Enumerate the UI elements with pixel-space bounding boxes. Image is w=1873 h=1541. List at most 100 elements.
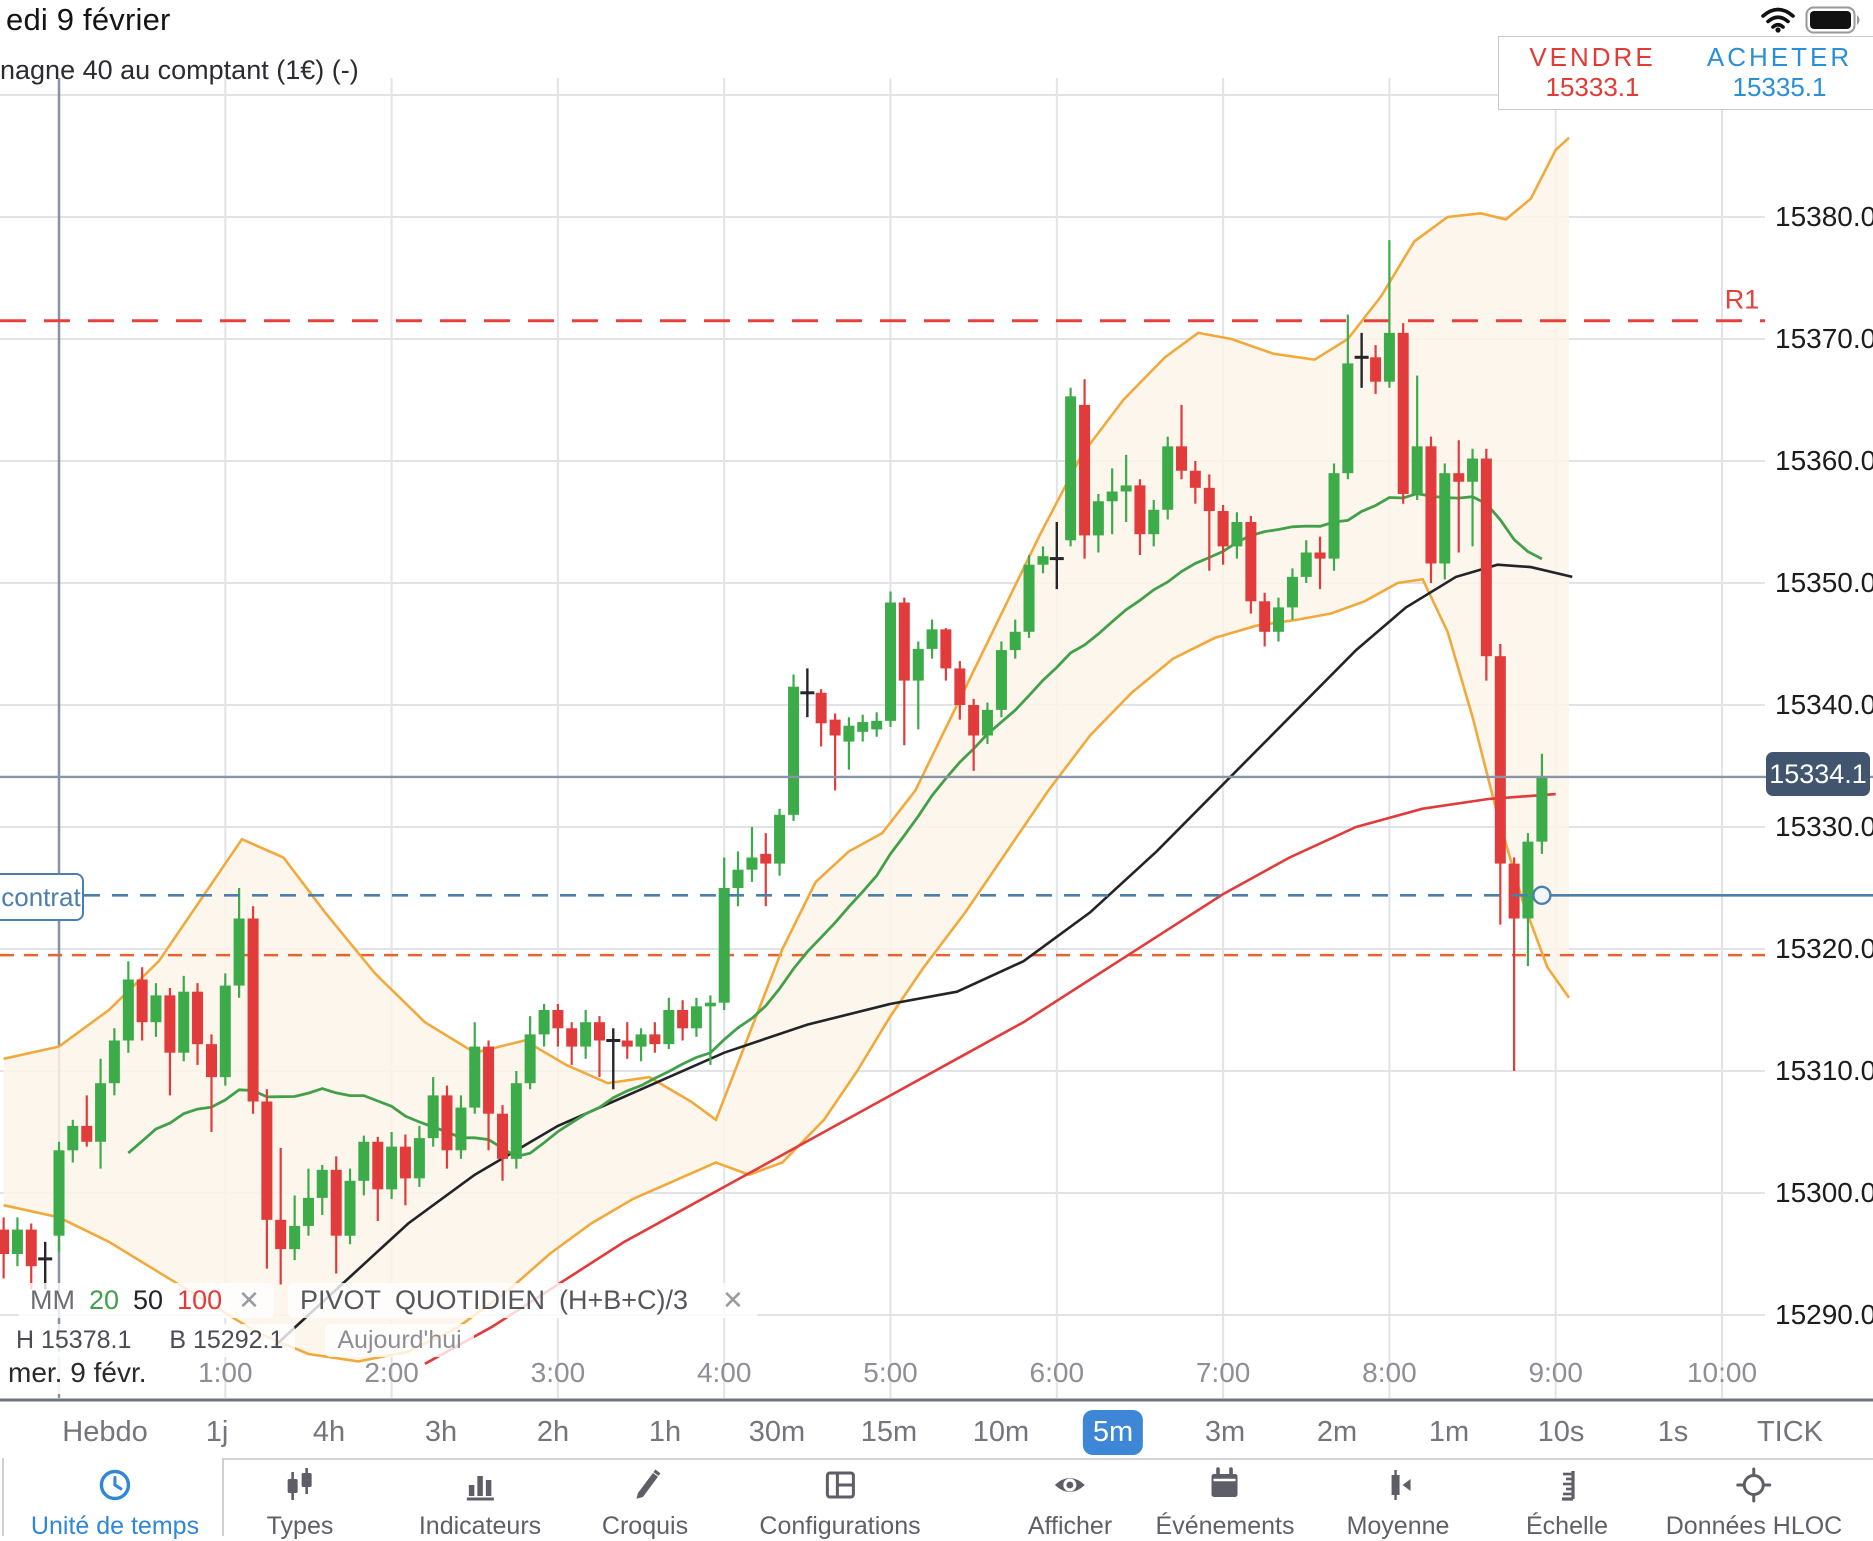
contrat-label: contrat <box>0 873 84 921</box>
toolbar-item-unite-de-temps[interactable]: Unité de temps <box>31 1466 199 1541</box>
pivot-formula: (H+B+C)/3 <box>558 1285 689 1315</box>
r1-label: R1 <box>1725 285 1760 315</box>
price-tick: 15350.0 <box>1775 567 1873 598</box>
price-tick: 15370.0 <box>1775 323 1873 354</box>
day-stats-row: H 15378.1 B 15292.1 Aujourd'hui <box>4 1324 474 1357</box>
buy-label: ACHETER <box>1706 42 1853 73</box>
mm-overlay: MM 20 50 100 ✕ <box>18 1283 274 1318</box>
eye-icon <box>1051 1466 1089 1509</box>
price-tick: 15300.0 <box>1775 1177 1873 1208</box>
toolbar-item-configurations[interactable]: Configurations <box>759 1466 921 1541</box>
timeframe-1j[interactable]: 1j <box>205 1416 229 1448</box>
toolbar-item-echelle[interactable]: Échelle <box>1526 1466 1608 1541</box>
toolbar-label: Croquis <box>601 1512 689 1540</box>
mm-50: 50 <box>133 1285 164 1315</box>
contrat-marker[interactable] <box>1532 885 1552 906</box>
time-tick: 6:00 <box>1030 1357 1085 1388</box>
price-tick: 15340.0 <box>1775 689 1873 720</box>
toolbar-label: Échelle <box>1526 1512 1608 1540</box>
time-tick: 1:00 <box>198 1357 253 1388</box>
mm-20: 20 <box>88 1285 120 1315</box>
toolbar-label: Afficher <box>1027 1512 1113 1540</box>
toolbar-border <box>222 1458 1873 1460</box>
timeframe-2m[interactable]: 2m <box>1316 1416 1358 1448</box>
indicator-overlays: MM 20 50 100 ✕ PIVOT QUOTIDIEN (H+B+C)/3… <box>18 1283 758 1318</box>
sell-label: VENDRE <box>1529 42 1656 73</box>
timeframe-30m[interactable]: 30m <box>748 1416 806 1448</box>
time-tick: 3:00 <box>531 1357 586 1388</box>
price-tick: 15310.0 <box>1775 1055 1873 1086</box>
battery-icon <box>1805 6 1863 39</box>
timeframe-15m[interactable]: 15m <box>860 1416 918 1448</box>
ruler-icon <box>1548 1466 1586 1509</box>
average-marker-icon <box>1379 1466 1417 1509</box>
instrument-name: nagne 40 au comptant (1€) (-) <box>0 55 359 85</box>
page-title: edi 9 février <box>6 2 171 37</box>
calendar-icon <box>1206 1466 1244 1509</box>
current-price-badge: 15334.1 <box>1766 752 1870 796</box>
status-bar <box>1761 6 1863 39</box>
toolbar-item-afficher[interactable]: Afficher <box>1028 1466 1112 1541</box>
bottom-toolbar: Unité de temps Types Indicateurs Croquis Con… <box>0 1458 1873 1540</box>
timeframe-3h[interactable]: 3h <box>424 1416 458 1448</box>
toolbar-label: Indicateurs <box>418 1512 542 1540</box>
toolbar-separator <box>222 1458 224 1536</box>
buy-price: 15335.1 <box>1732 72 1827 102</box>
toolbar-item-donnees-hloc[interactable]: Données HLOC <box>1666 1466 1842 1541</box>
time-tick: 7:00 <box>1196 1357 1251 1388</box>
timeframe-4h[interactable]: 4h <box>312 1416 346 1448</box>
day-today: Aujourd'hui <box>337 1326 462 1354</box>
timeframe-10s[interactable]: 10s <box>1537 1416 1585 1448</box>
timeframe-1h[interactable]: 1h <box>648 1416 682 1448</box>
price-tick: 15320.0 <box>1775 933 1873 964</box>
toolbar-item-indicateurs[interactable]: Indicateurs <box>419 1466 541 1541</box>
day-high: H 15378.1 <box>16 1326 132 1354</box>
buy-button[interactable]: ACHETER 15335.1 <box>1686 36 1873 110</box>
timeframe-hebdo[interactable]: Hebdo <box>62 1416 148 1448</box>
timeframe-3m[interactable]: 3m <box>1204 1416 1246 1448</box>
layout-icon <box>821 1466 859 1509</box>
timeframe-2h[interactable]: 2h <box>536 1416 570 1448</box>
price-tick: 15290.0 <box>1775 1299 1873 1330</box>
toolbar-item-evenements[interactable]: Événements <box>1155 1466 1295 1541</box>
timeframe-bar: Hebdo 1j 4h 3h 2h 1h 30m 15m 10m 5m 3m 2m 1m 10s 1s TIC… <box>0 1402 1873 1458</box>
toolbar-label: Types <box>266 1512 334 1540</box>
pivot-close-icon[interactable]: ✕ <box>722 1285 744 1315</box>
mm20-line <box>127 492 1543 1158</box>
timeframe-tick[interactable]: TICK <box>1756 1416 1824 1448</box>
timeframe-5m[interactable]: 5m <box>1082 1410 1144 1455</box>
price-tick: 15360.0 <box>1775 445 1873 476</box>
bollinger-lower <box>3 577 1571 1363</box>
bollinger-upper <box>3 136 1570 1122</box>
crosshair-icon <box>1735 1466 1773 1509</box>
timeframe-1s[interactable]: 1s <box>1657 1416 1689 1448</box>
time-tick: 4:00 <box>697 1357 752 1388</box>
timeframe-1m[interactable]: 1m <box>1428 1416 1470 1448</box>
day-separator-label: mer. 9 févr. <box>8 1357 147 1388</box>
toolbar-item-moyenne[interactable]: Moyenne <box>1346 1466 1450 1541</box>
toolbar-label: Moyenne <box>1346 1512 1450 1540</box>
price-tick: 15380.0 <box>1775 201 1873 232</box>
toolbar-item-croquis[interactable]: Croquis <box>602 1466 688 1541</box>
time-axis: mer. 9 févr. 1:00 2:00 3:00 4:00 5:00 6:00 7:00… <box>0 1352 1873 1402</box>
mm-100: 100 <box>177 1285 223 1315</box>
candles[interactable] <box>0 240 1548 1290</box>
time-tick: 2:00 <box>364 1357 419 1388</box>
pivot-label: PIVOT <box>299 1285 381 1315</box>
timeframe-10m[interactable]: 10m <box>972 1416 1030 1448</box>
mm-label: MM <box>30 1285 75 1315</box>
level-lines: R1 <box>0 285 1765 957</box>
price-axis: 15290.0 15300.0 15310.0 15320.0 15330.0 15340… <box>1775 201 1873 1330</box>
toolbar-label: Configurations <box>759 1512 921 1540</box>
mm-close-icon[interactable]: ✕ <box>238 1285 260 1315</box>
pivot-type: QUOTIDIEN <box>394 1285 545 1315</box>
toolbar-left-edge <box>2 1458 4 1536</box>
time-tick: 5:00 <box>863 1357 918 1388</box>
clock-icon <box>96 1466 134 1509</box>
toolbar-item-types[interactable]: Types <box>266 1466 334 1541</box>
sell-button[interactable]: VENDRE 15333.1 <box>1498 36 1687 110</box>
toolbar-label: Événements <box>1155 1512 1295 1540</box>
mm100-line <box>424 792 1556 1365</box>
